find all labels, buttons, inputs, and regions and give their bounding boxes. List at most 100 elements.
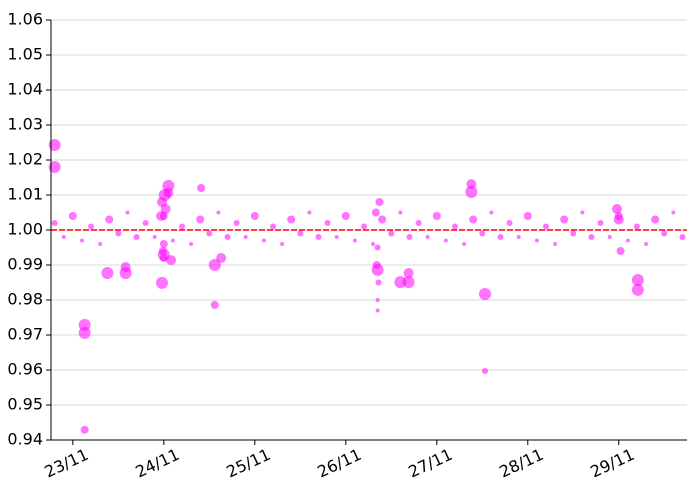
point	[671, 210, 676, 215]
point	[597, 220, 604, 226]
y-tick-label: 0.97	[7, 325, 43, 344]
point	[403, 268, 414, 279]
point	[506, 220, 513, 226]
y-tick-label: 0.94	[7, 430, 43, 449]
point	[497, 234, 504, 240]
point	[48, 161, 61, 173]
point	[534, 238, 539, 243]
point	[432, 212, 441, 220]
point	[644, 242, 649, 246]
point	[115, 230, 122, 237]
point	[465, 185, 478, 198]
point	[79, 238, 84, 243]
point	[341, 212, 350, 220]
point	[375, 298, 380, 302]
y-tick-label: 1.06	[7, 10, 43, 29]
point	[406, 234, 413, 240]
point	[613, 214, 624, 225]
point	[287, 215, 296, 224]
point	[152, 235, 157, 239]
point	[469, 215, 478, 224]
point	[398, 210, 403, 215]
point	[516, 235, 521, 239]
point	[216, 253, 227, 263]
point	[189, 242, 194, 246]
point	[224, 234, 231, 240]
point	[580, 210, 585, 215]
point	[482, 368, 489, 375]
point	[208, 259, 221, 271]
point	[388, 230, 395, 237]
point	[324, 220, 331, 226]
point	[607, 235, 612, 239]
point	[206, 230, 213, 237]
point	[371, 208, 380, 217]
point	[479, 230, 486, 237]
point	[156, 276, 169, 289]
point	[197, 184, 206, 192]
point	[375, 198, 384, 206]
y-tick-label: 1.04	[7, 80, 43, 99]
point	[196, 215, 205, 224]
point	[297, 230, 304, 237]
point	[625, 238, 630, 243]
x-tick-label: 23/11	[42, 445, 92, 482]
point	[651, 215, 660, 224]
point	[479, 288, 492, 301]
point	[523, 212, 532, 220]
point	[553, 242, 558, 246]
point	[402, 276, 415, 289]
point	[374, 244, 381, 251]
point	[68, 212, 77, 220]
point	[425, 235, 430, 239]
point	[250, 212, 259, 220]
point	[101, 267, 114, 280]
x-tick-label: 24/11	[132, 445, 182, 482]
point	[243, 235, 248, 239]
point	[78, 326, 91, 339]
point	[588, 234, 595, 240]
point	[98, 242, 103, 246]
point	[360, 223, 367, 230]
point	[261, 238, 266, 243]
point	[51, 220, 58, 226]
y-tick-label: 0.98	[7, 290, 43, 309]
y-tick-label: 1.03	[7, 115, 43, 134]
point	[142, 220, 149, 226]
point	[661, 230, 668, 237]
point	[378, 215, 387, 224]
point	[270, 223, 277, 230]
y-tick-label: 1.02	[7, 150, 43, 169]
point	[542, 223, 549, 230]
y-tick-label: 0.99	[7, 255, 43, 274]
y-tick-label: 0.95	[7, 395, 43, 414]
point	[443, 238, 448, 243]
point	[159, 240, 168, 248]
y-tick-label: 0.96	[7, 360, 43, 379]
point	[633, 223, 640, 230]
point	[48, 138, 61, 151]
point	[210, 300, 219, 309]
point	[631, 283, 644, 296]
point	[371, 263, 384, 276]
point	[80, 425, 89, 434]
point	[462, 242, 467, 246]
point	[631, 274, 644, 287]
point	[679, 234, 686, 240]
point	[415, 220, 422, 226]
point	[375, 308, 380, 313]
point	[61, 235, 66, 239]
point	[120, 262, 131, 273]
y-tick-label: 1.01	[7, 185, 43, 204]
point	[156, 211, 167, 221]
point	[352, 238, 357, 243]
point	[334, 235, 339, 239]
x-tick-label: 28/11	[496, 445, 546, 482]
point	[489, 210, 494, 215]
point	[570, 230, 577, 237]
x-tick-label: 25/11	[223, 445, 273, 482]
point	[315, 234, 322, 240]
point	[451, 223, 458, 230]
point	[216, 210, 221, 215]
point	[133, 234, 140, 240]
